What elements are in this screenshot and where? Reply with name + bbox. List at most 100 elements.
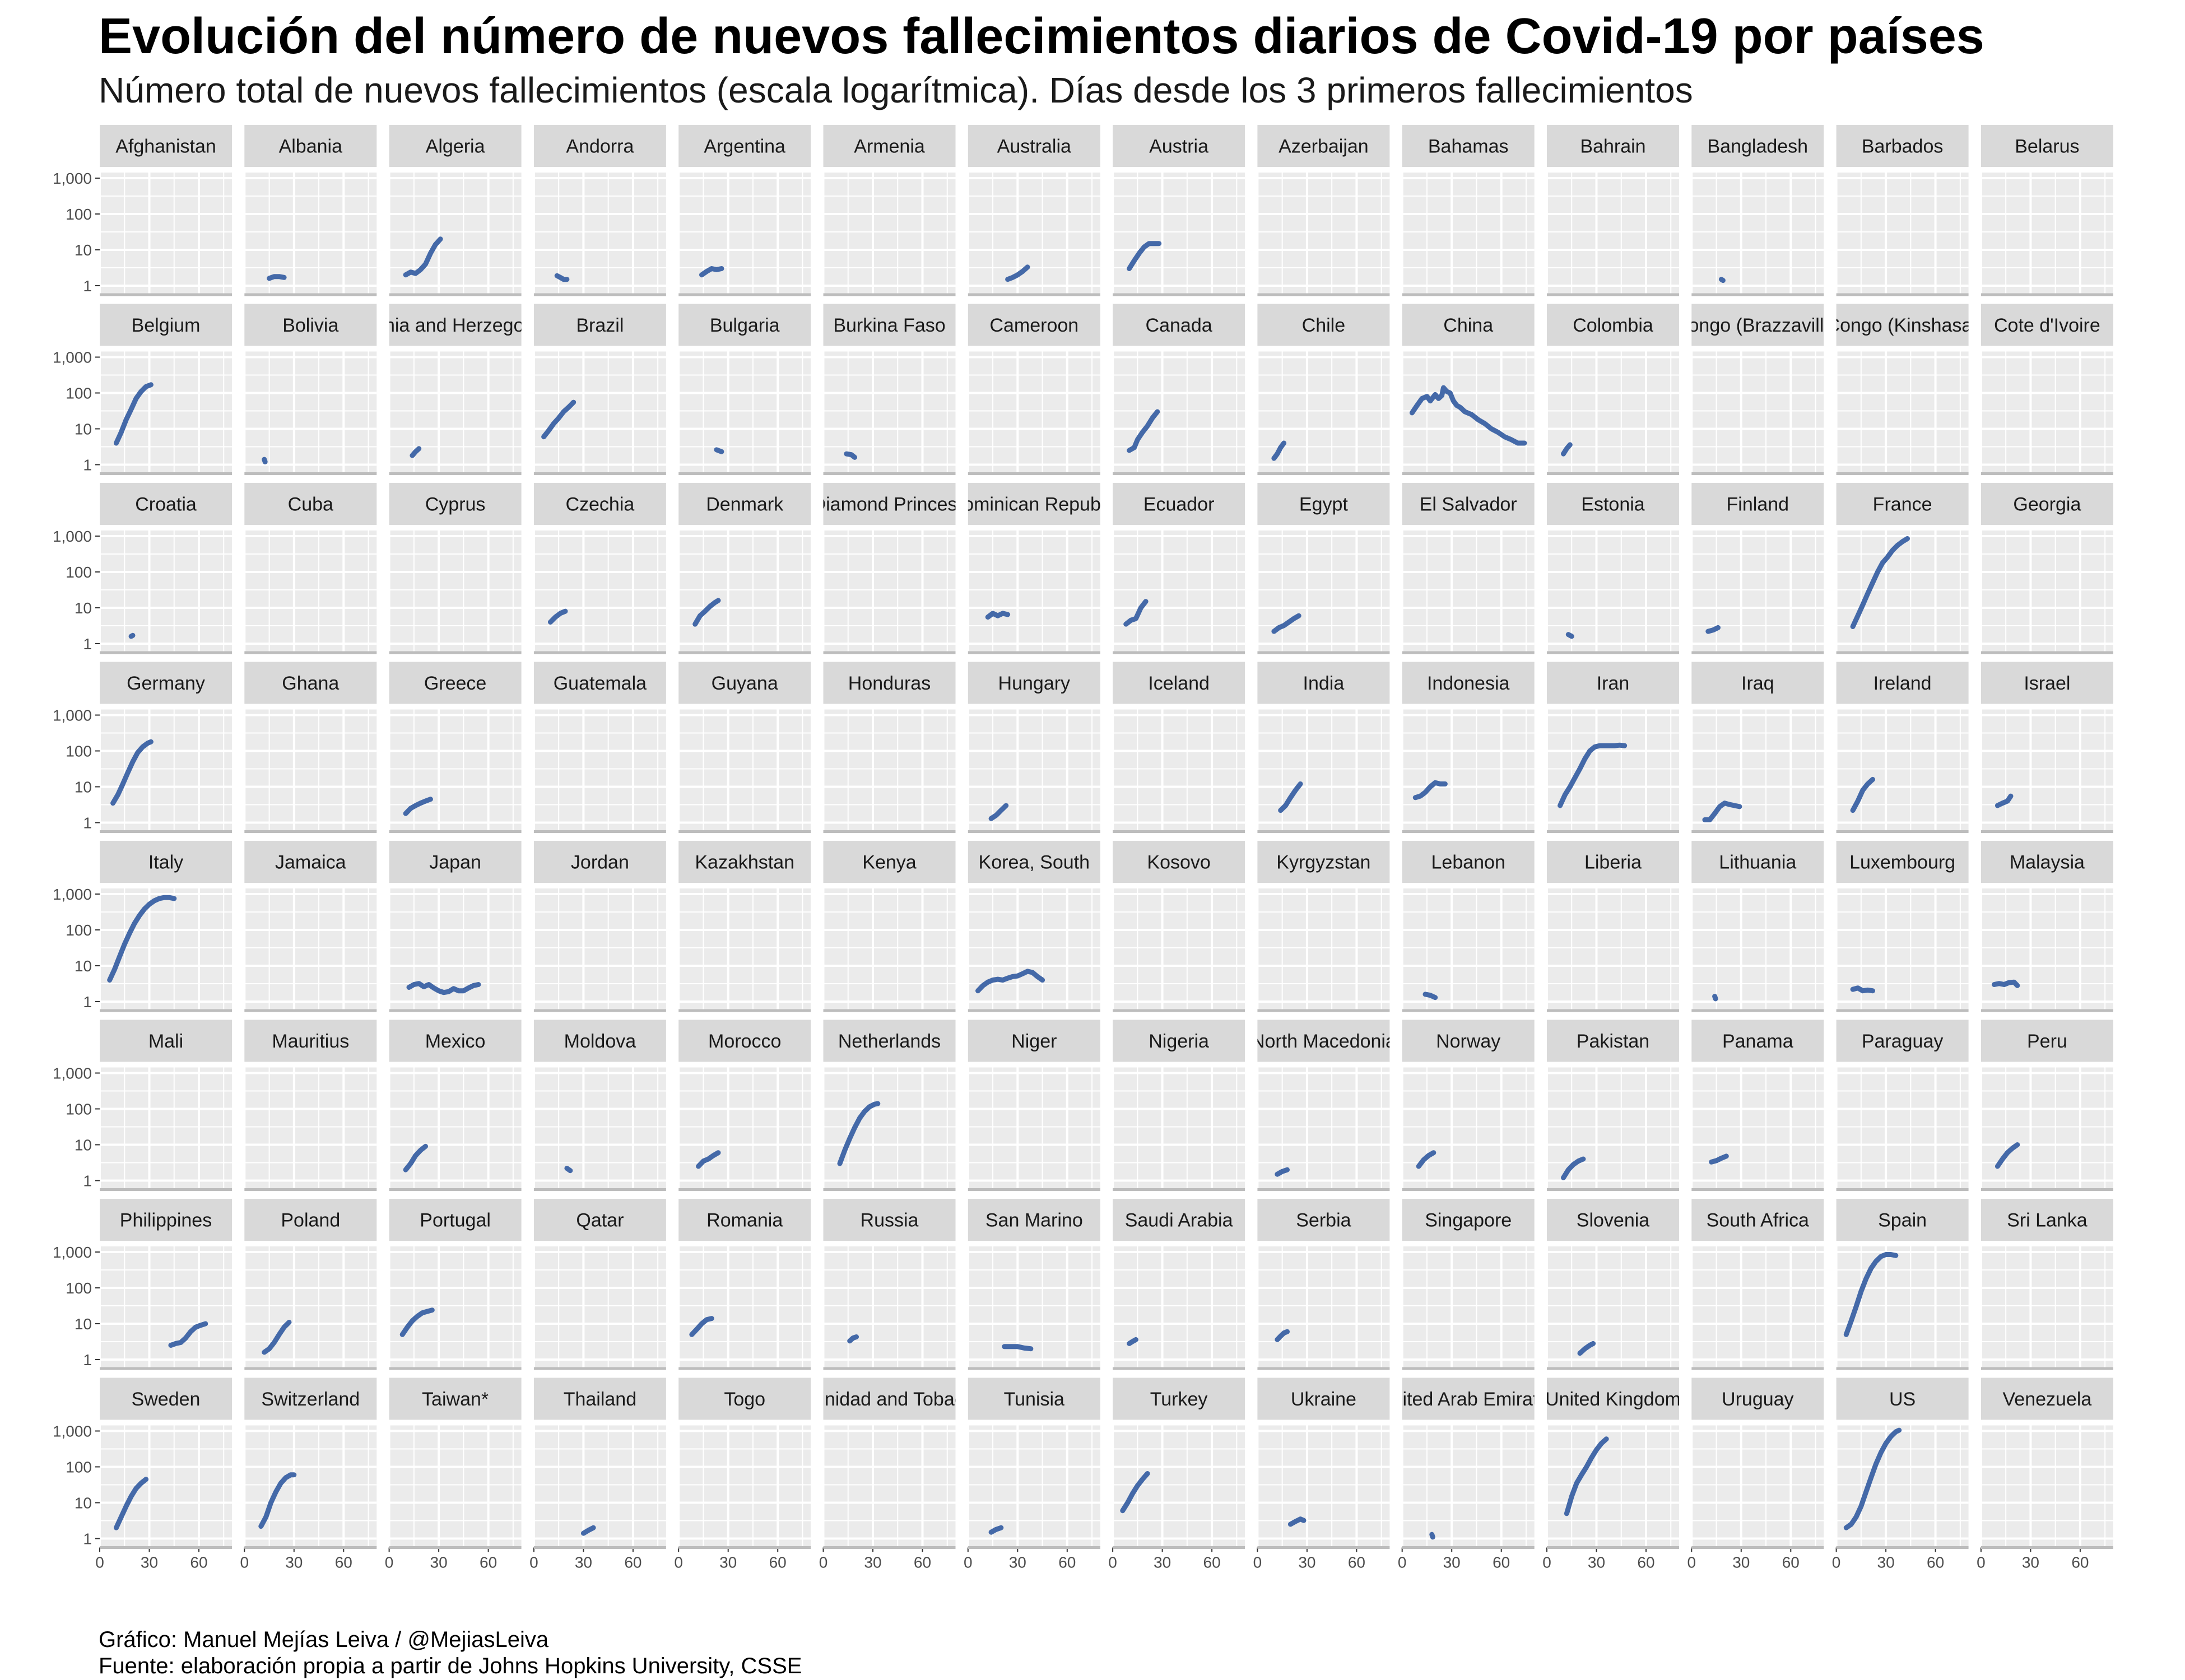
facet-panel bbox=[533, 709, 666, 832]
facet-label: Germany bbox=[127, 673, 205, 694]
facet-hungary: Hungary bbox=[966, 662, 1100, 833]
facet-label: Austria bbox=[1149, 136, 1208, 157]
facet-lithuania: Lithuania bbox=[1690, 841, 1824, 1012]
facet-panel bbox=[823, 173, 956, 295]
facet-label: Congo (Kinshasa) bbox=[1826, 315, 1979, 336]
y-tick-label: 100 bbox=[66, 1459, 92, 1476]
facet-label: Kazakhstan bbox=[695, 852, 794, 873]
x-tick-label: 30 bbox=[1009, 1554, 1026, 1571]
facet-label: Iraq bbox=[1741, 673, 1774, 694]
facet-panel bbox=[823, 709, 956, 832]
facet-strip bbox=[1836, 304, 1969, 346]
y-tick-label: 1,000 bbox=[53, 707, 92, 724]
facet-label: Mali bbox=[148, 1031, 183, 1052]
facet-armenia: Armenia bbox=[822, 125, 956, 296]
facet-strip bbox=[823, 304, 956, 346]
facet-panel bbox=[1691, 173, 1824, 295]
x-tick-label: 60 bbox=[1348, 1554, 1365, 1571]
facet-panel bbox=[823, 888, 956, 1011]
series-line bbox=[1127, 241, 1162, 271]
y-tick-label: 1,000 bbox=[53, 1423, 92, 1440]
facet-panel bbox=[100, 1425, 232, 1548]
facet-guyana: Guyana bbox=[677, 662, 811, 833]
x-tick-label: 30 bbox=[1298, 1554, 1315, 1571]
facet-label: Kyrgyzstan bbox=[1276, 852, 1370, 873]
series-line bbox=[403, 1143, 428, 1172]
y-tick-label: 1 bbox=[83, 277, 92, 295]
facet-strip bbox=[533, 1020, 666, 1062]
series-line bbox=[1705, 625, 1721, 634]
facet-san-marino: San Marino bbox=[966, 1199, 1100, 1370]
facet-thailand: Thailand 0 30 60 bbox=[529, 1377, 666, 1571]
facet-germany: Germany 1 10 100 1,000 bbox=[53, 662, 232, 833]
facet-strip bbox=[244, 304, 377, 346]
facet-panel bbox=[968, 709, 1100, 832]
series-line bbox=[1005, 264, 1030, 282]
x-tick-label: 30 bbox=[575, 1554, 592, 1571]
series-line bbox=[107, 895, 177, 983]
facet-ireland: Ireland bbox=[1835, 662, 1969, 833]
facet-label: Estonia bbox=[1581, 494, 1644, 515]
facet-bahrain: Bahrain bbox=[1546, 125, 1679, 296]
facet-label: Dominican Republic bbox=[950, 494, 1119, 515]
facet-strip bbox=[244, 483, 377, 525]
facet-panel bbox=[1836, 173, 1969, 295]
facet-finland: Finland bbox=[1690, 483, 1824, 654]
series-line bbox=[1416, 1150, 1436, 1169]
facet-chile: Chile bbox=[1256, 304, 1390, 475]
facet-trinidad-and-tobago: Trinidad and Tobago 0 30 60 bbox=[803, 1377, 975, 1571]
facet-greece: Greece bbox=[388, 662, 522, 833]
facet-label: Trinidad and Tobago bbox=[803, 1389, 975, 1410]
x-tick-label: 60 bbox=[769, 1554, 787, 1571]
facet-kyrgyzstan: Kyrgyzstan bbox=[1256, 841, 1390, 1012]
series-line bbox=[1287, 1516, 1307, 1527]
facet-panel bbox=[533, 351, 666, 474]
y-tick-label: 1,000 bbox=[53, 1244, 92, 1261]
facet-strip bbox=[1836, 483, 1969, 525]
series-line bbox=[696, 1150, 721, 1169]
facet-philippines: Philippines 1 10 100 1,000 bbox=[53, 1199, 232, 1370]
facet-strip bbox=[1257, 662, 1390, 704]
facet-strip bbox=[389, 304, 522, 346]
facet-strip bbox=[533, 304, 666, 346]
facet-strip bbox=[678, 841, 811, 883]
facet-strip bbox=[678, 1020, 811, 1062]
facet-panel bbox=[389, 351, 522, 474]
facet-afghanistan: Afghanistan 1 10 100 1,000 bbox=[53, 125, 232, 296]
facet-saudi-arabia: Saudi Arabia bbox=[1112, 1199, 1245, 1370]
facet-panel bbox=[533, 888, 666, 1011]
facet-label: Egypt bbox=[1299, 494, 1348, 515]
facet-bahamas: Bahamas bbox=[1401, 125, 1535, 296]
facet-strip bbox=[389, 841, 522, 883]
facet-label: Peru bbox=[2027, 1031, 2067, 1052]
series-line bbox=[1850, 536, 1910, 629]
facet-panel bbox=[1836, 1425, 1969, 1548]
x-tick-label: 30 bbox=[1588, 1554, 1605, 1571]
series-line bbox=[403, 797, 433, 816]
facet-panel bbox=[1113, 173, 1245, 295]
facet-label: El Salvador bbox=[1420, 494, 1517, 515]
facet-panel bbox=[1691, 1067, 1824, 1190]
facet-label: Albania bbox=[279, 136, 343, 157]
facet-strip bbox=[533, 125, 666, 167]
facet-label: Guatemala bbox=[554, 673, 647, 694]
facet-kazakhstan: Kazakhstan bbox=[677, 841, 811, 1012]
x-tick-label: 60 bbox=[335, 1554, 352, 1571]
facet-panel bbox=[244, 351, 377, 474]
facet-label: Sweden bbox=[132, 1389, 201, 1410]
facet-uruguay: Uruguay 0 30 60 bbox=[1687, 1377, 1824, 1571]
facet-cote-d-ivoire: Cote d'Ivoire bbox=[1979, 304, 2113, 475]
facet-czechia: Czechia bbox=[532, 483, 666, 654]
facet-austria: Austria bbox=[1112, 125, 1245, 296]
facet-norway: Norway bbox=[1401, 1020, 1535, 1191]
facet-italy: Italy 1 10 100 1,000 bbox=[53, 841, 232, 1012]
facet-serbia: Serbia bbox=[1256, 1199, 1390, 1370]
facet-strip bbox=[1547, 125, 1679, 167]
series-line bbox=[1712, 994, 1718, 1002]
facet-label: Turkey bbox=[1150, 1389, 1208, 1410]
facet-poland: Poland bbox=[243, 1199, 377, 1370]
facet-panel bbox=[1981, 1246, 2113, 1369]
facet-panel bbox=[244, 173, 377, 295]
facet-strip bbox=[1257, 125, 1390, 167]
